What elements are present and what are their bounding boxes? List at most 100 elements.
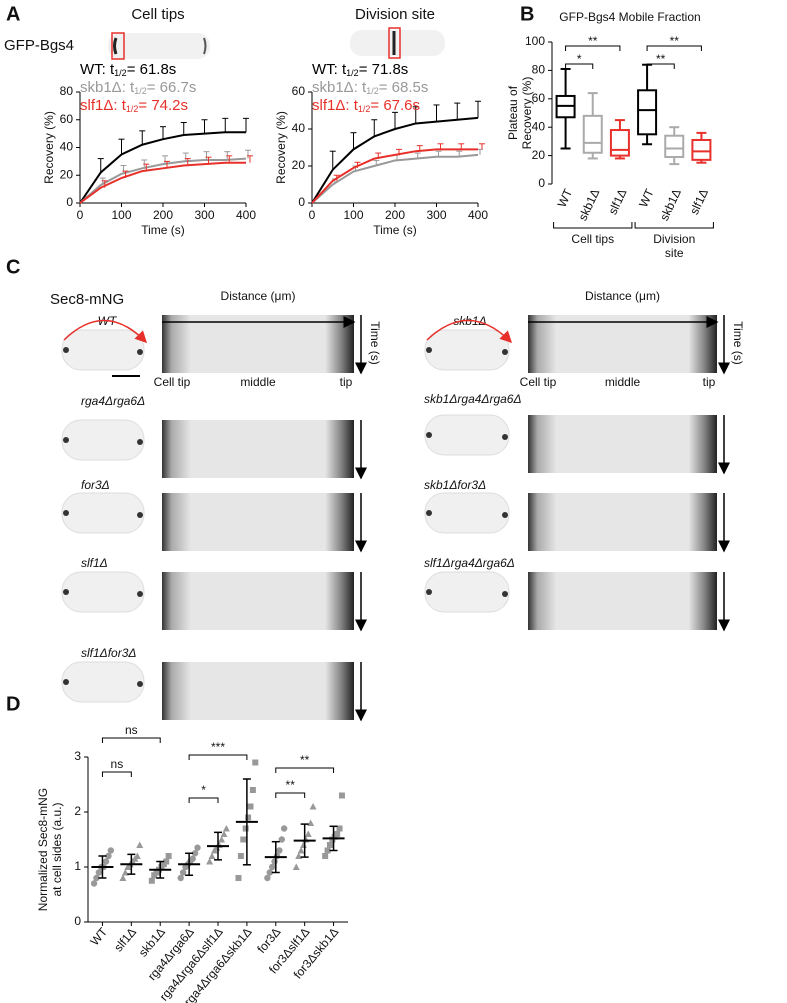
cell-signal — [63, 679, 69, 685]
data-point — [338, 792, 345, 799]
cell-signal — [63, 589, 69, 595]
x-tick-label: WT — [555, 186, 576, 209]
legend-text: skb1Δ: t — [80, 79, 135, 96]
kymograph — [162, 662, 354, 720]
legend-entry: skb1Δ: t1/2= 66.7s — [80, 79, 196, 96]
box — [637, 89, 658, 136]
data-point — [102, 858, 110, 865]
data-point — [292, 863, 300, 870]
significance-label: ** — [300, 753, 310, 767]
panel-label: A — [6, 3, 20, 25]
data-point — [93, 874, 100, 882]
y-tick-label: 100 — [525, 34, 545, 48]
data-point — [133, 852, 141, 859]
group-bracket — [553, 222, 633, 229]
strain-label: skb1Δfor3Δ — [424, 478, 486, 492]
x-tick-label: slf1Δ — [606, 187, 630, 217]
x-tick-label: slf1Δ — [111, 925, 139, 954]
legend-text: = 67.6s — [370, 97, 420, 114]
data-point — [278, 836, 285, 843]
data-point — [218, 836, 226, 843]
kymo-axis-label: Cell tip — [154, 375, 191, 389]
data-point — [271, 858, 278, 865]
data-point — [194, 844, 201, 851]
y-tick-label: 2 — [74, 804, 81, 818]
legend-text: = 61.8s — [127, 61, 177, 78]
kymograph — [528, 415, 717, 473]
error-bar — [350, 132, 357, 150]
y-tick-label: 40 — [292, 121, 306, 135]
data-point — [165, 853, 172, 859]
data-point — [304, 830, 312, 837]
cell-micrograph — [424, 414, 510, 456]
chart-title: Division site — [355, 6, 435, 23]
legend-subscript: 1/2 — [358, 104, 371, 114]
data-point — [208, 852, 216, 859]
significance-label: ** — [656, 52, 666, 66]
legend-subscript: 1/2 — [366, 86, 379, 96]
error-bar — [160, 126, 166, 140]
data-point — [268, 863, 276, 871]
x-tick-label: 0 — [309, 208, 316, 222]
series-line — [311, 148, 478, 204]
x-tick-label: skb1Δ — [657, 187, 684, 223]
cell-signal — [137, 591, 143, 597]
data-point — [273, 852, 281, 860]
error-bar — [247, 155, 253, 163]
data-point — [206, 858, 214, 865]
data-point — [119, 874, 127, 881]
cell-signal — [137, 681, 143, 687]
cell-micrograph — [424, 329, 510, 371]
y-tick-label: 20 — [292, 158, 306, 172]
strain-label: for3Δ — [81, 478, 110, 492]
strain-label: rga4Δrga6Δ — [81, 394, 145, 408]
y-axis-label: at cell sides (a.u.) — [50, 802, 64, 896]
data-point — [247, 803, 254, 810]
box — [664, 134, 685, 159]
y-tick-label: 1 — [74, 859, 81, 873]
legend-text: = 74.2s — [138, 97, 188, 114]
legend-text: slf1Δ: t — [312, 97, 359, 114]
group-label: Cell tips — [571, 232, 614, 246]
chart-title: GFP-Bgs4 Mobile Fraction — [559, 10, 700, 24]
x-tick-label: 100 — [343, 208, 363, 222]
data-point — [276, 847, 283, 854]
kymograph — [162, 420, 354, 478]
data-point — [334, 831, 341, 837]
significance-bracket — [565, 63, 594, 69]
series-line — [311, 153, 479, 204]
cell-signal — [426, 347, 432, 353]
y-tick-label: 40 — [532, 119, 546, 133]
legend-text: skb1Δ: t — [312, 79, 367, 96]
strain-label: slf1Δ — [81, 556, 108, 570]
legend-subscript: 1/2 — [126, 104, 139, 114]
group-label: Division — [653, 232, 695, 246]
significance-bracket — [646, 45, 702, 51]
data-point — [309, 803, 317, 810]
data-point — [307, 819, 315, 826]
data-point — [295, 852, 303, 859]
data-point — [105, 852, 112, 860]
error-bar — [243, 117, 249, 133]
tip-to-tip-arrow — [63, 319, 148, 344]
series-line — [79, 161, 246, 204]
significance-bracket — [188, 754, 248, 760]
data-point — [121, 869, 129, 876]
significance-label: ns — [125, 723, 138, 737]
y-tick-label: 0 — [538, 176, 545, 190]
series-line — [79, 131, 246, 204]
x-tick-label: 300 — [426, 208, 446, 222]
panel-label: B — [520, 3, 534, 25]
y-tick-label: 60 — [292, 84, 306, 98]
kymograph — [162, 315, 354, 373]
series-line — [311, 116, 479, 204]
y-tick-label: 40 — [60, 140, 74, 154]
chart-title: Cell tips — [131, 6, 184, 23]
x-tick-label: 0 — [77, 208, 84, 222]
error-bar — [182, 152, 189, 162]
legend-entry: WT: t1/2= 71.8s — [312, 61, 408, 78]
data-point — [324, 847, 331, 854]
x-tick-label: 400 — [468, 208, 488, 222]
significance-label: * — [577, 52, 582, 66]
data-point — [136, 841, 144, 848]
